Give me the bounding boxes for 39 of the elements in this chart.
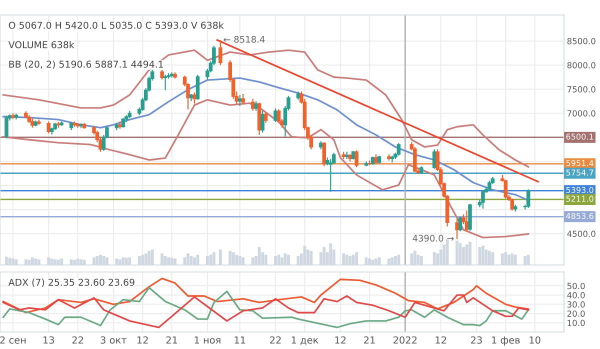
x-tick-label: 2022 [394,336,417,344]
x-tick-label: 11 [234,336,246,344]
y-tick-label: 7500.0 [567,86,596,92]
ref-line-label: 5754.7 [566,170,594,176]
y-tick-label: 4500.0 [567,230,596,237]
x-tick-label: 1 ноя [194,336,220,344]
x-tick-label: 21 [364,336,375,344]
y-tick-label: 40.0 [567,292,585,298]
y-tick-label: 10.0 [568,320,585,326]
y-tick-label: 8500.0 [567,38,596,44]
x-tick-label: 22 [270,336,281,344]
y-tick-label: 20.0 [567,310,585,317]
ref-line-label: 6500.1 [566,134,594,140]
y-tick-label: 50.0 [567,282,585,290]
annotation: 4390.0 → [412,234,454,242]
x-tick-label: 12 [436,336,446,344]
x-tick-label: 1 дек [292,336,318,345]
y-tick-label: 30.0 [567,301,585,308]
ref-line-label: 5393.0 [566,186,594,194]
x-tick-label: 2 сен [0,336,26,344]
ref-line-label: 5211.0 [566,196,594,202]
x-tick-label: 12 [335,336,346,344]
ref-line-label: 4853.6 [566,212,594,219]
x-tick-label: 23 [471,336,482,344]
x-tick-label: 1 фев [492,336,520,346]
annotation: ← 8518.4 [224,36,265,43]
x-tick-label: 12 [138,336,148,344]
annotation: VOLUME 638k [8,40,74,48]
annotation: ADX (7) 25.35 23.60 23.69 [8,278,134,287]
x-tick-label: 13 [44,336,54,344]
x-tick-label: 21 [166,336,178,344]
ref-line-label: 5951.4 [566,160,594,166]
x-tick-label: 22 [72,336,84,344]
x-tick-label: 10 [530,336,540,344]
y-tick-label: 7000.0 [567,110,596,117]
y-tick-label: 8000.0 [567,62,596,68]
x-tick-label: 3 окт [100,336,127,344]
annotation: O 5067.0 H 5420.0 L 5035.0 C 5393.0 V 638k [8,22,224,29]
annotation: BB (20, 2) 5190.6 5887.1 4494.1 [9,60,163,69]
